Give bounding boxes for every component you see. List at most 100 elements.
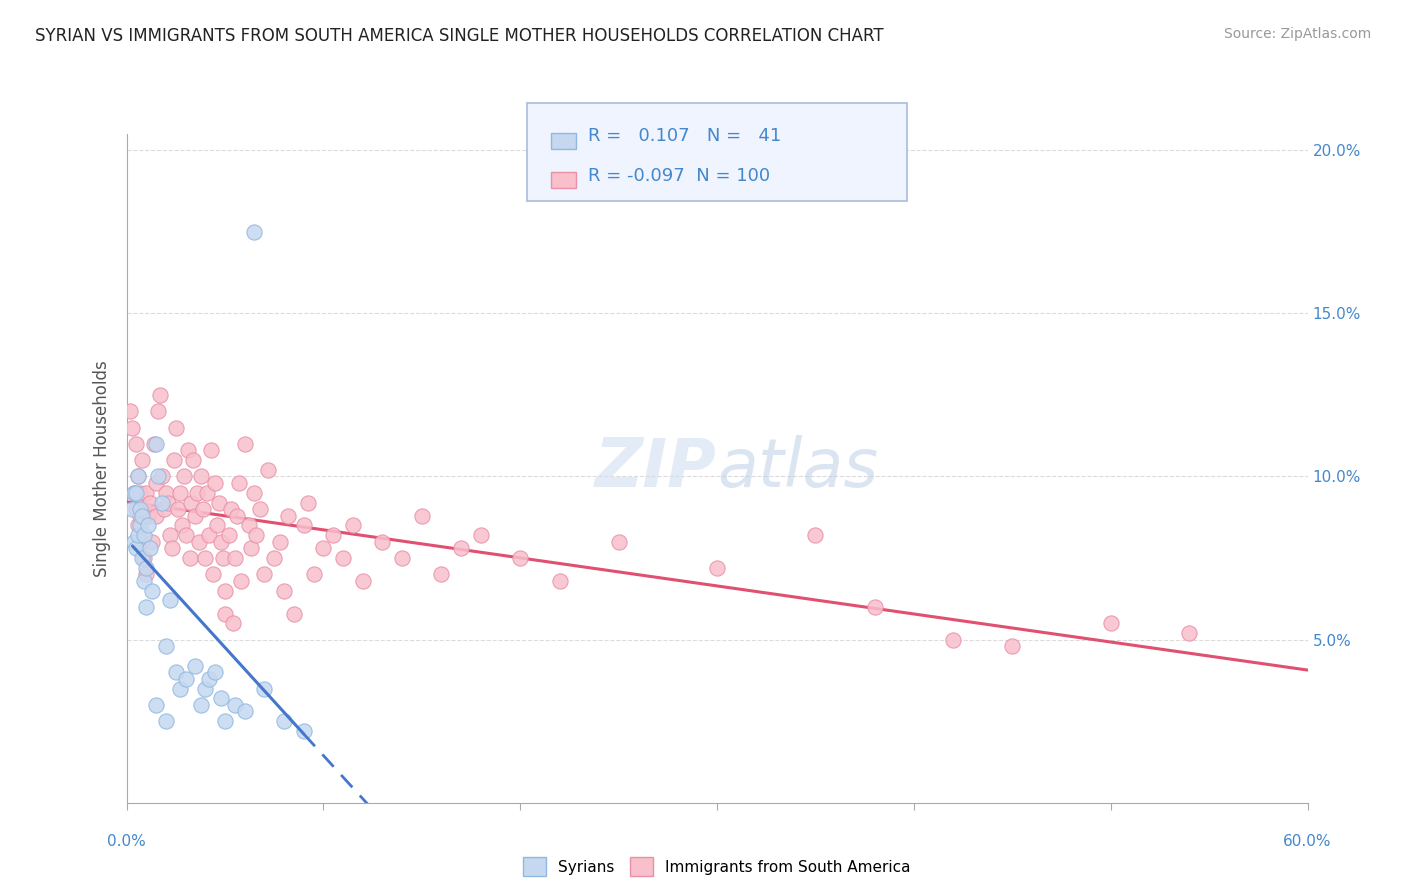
Point: [135, 599, 157, 614]
Point: [184, 658, 207, 673]
Point: [141, 583, 163, 598]
Point: [450, 541, 472, 556]
Point: [273, 583, 295, 598]
Point: [430, 567, 453, 582]
Point: [183, 453, 205, 467]
Point: [129, 518, 152, 533]
Point: [302, 567, 325, 582]
Point: [165, 665, 187, 680]
Point: [509, 551, 531, 566]
Point: [208, 495, 231, 509]
Point: [124, 485, 146, 500]
Point: [292, 518, 315, 533]
Text: 60.0%: 60.0%: [1284, 834, 1331, 849]
Point: [165, 420, 187, 434]
Point: [352, 574, 374, 588]
Point: [283, 607, 305, 621]
Point: [1178, 626, 1201, 640]
Point: [391, 551, 413, 566]
Point: [124, 485, 146, 500]
Point: [198, 528, 221, 542]
Point: [190, 469, 212, 483]
Point: [277, 508, 299, 523]
Point: [135, 561, 157, 575]
Point: [195, 485, 218, 500]
Point: [1001, 639, 1024, 653]
Point: [1099, 616, 1122, 631]
Y-axis label: Single Mother Households: Single Mother Households: [93, 360, 111, 576]
Point: [188, 534, 211, 549]
Point: [200, 443, 222, 458]
Point: [411, 508, 433, 523]
Point: [125, 437, 148, 451]
Point: [607, 534, 630, 549]
Point: [131, 453, 153, 467]
Point: [292, 724, 315, 739]
Point: [548, 574, 571, 588]
Point: [155, 639, 177, 653]
Point: [131, 508, 153, 523]
Point: [160, 541, 183, 556]
Point: [205, 518, 228, 533]
Point: [194, 681, 217, 696]
Point: [139, 495, 162, 509]
Point: [129, 508, 152, 523]
Point: [273, 714, 295, 729]
Point: [214, 583, 236, 598]
Point: [253, 681, 276, 696]
Point: [225, 508, 247, 523]
Point: [135, 567, 157, 582]
Point: [143, 437, 166, 451]
Point: [332, 551, 354, 566]
Point: [863, 599, 886, 614]
Point: [322, 528, 344, 542]
Point: [146, 469, 169, 483]
Point: [179, 551, 201, 566]
Point: [245, 528, 267, 542]
Point: [190, 698, 212, 712]
Point: [125, 485, 148, 500]
Point: [127, 469, 149, 483]
Text: R =   0.107   N =   41: R = 0.107 N = 41: [588, 128, 780, 145]
Point: [131, 534, 153, 549]
Point: [214, 714, 236, 729]
Point: [174, 528, 197, 542]
Point: [135, 485, 157, 500]
Point: [193, 502, 215, 516]
Point: [198, 672, 221, 686]
Point: [312, 541, 335, 556]
Point: [229, 574, 252, 588]
Legend: Syrians, Immigrants from South America: Syrians, Immigrants from South America: [517, 851, 917, 882]
Point: [125, 541, 148, 556]
Point: [174, 672, 197, 686]
Point: [134, 551, 156, 566]
Point: [804, 528, 827, 542]
Point: [159, 528, 181, 542]
Point: [706, 561, 728, 575]
Point: [263, 551, 285, 566]
Point: [124, 534, 146, 549]
Point: [155, 714, 177, 729]
Point: [163, 453, 186, 467]
Point: [134, 502, 156, 516]
Point: [233, 437, 256, 451]
Point: [150, 495, 173, 509]
Point: [176, 443, 198, 458]
Point: [222, 616, 245, 631]
Point: [134, 574, 156, 588]
Point: [470, 528, 492, 542]
Point: [249, 502, 271, 516]
Point: [219, 502, 242, 516]
Point: [134, 528, 156, 542]
Point: [209, 691, 232, 706]
Text: Source: ZipAtlas.com: Source: ZipAtlas.com: [1223, 27, 1371, 41]
Point: [342, 518, 364, 533]
Text: atlas: atlas: [717, 435, 879, 501]
Point: [942, 632, 965, 647]
Point: [141, 534, 163, 549]
Point: [125, 502, 148, 516]
Point: [243, 225, 266, 239]
Text: R = -0.097  N = 100: R = -0.097 N = 100: [588, 167, 770, 185]
Point: [121, 420, 143, 434]
Point: [173, 469, 195, 483]
